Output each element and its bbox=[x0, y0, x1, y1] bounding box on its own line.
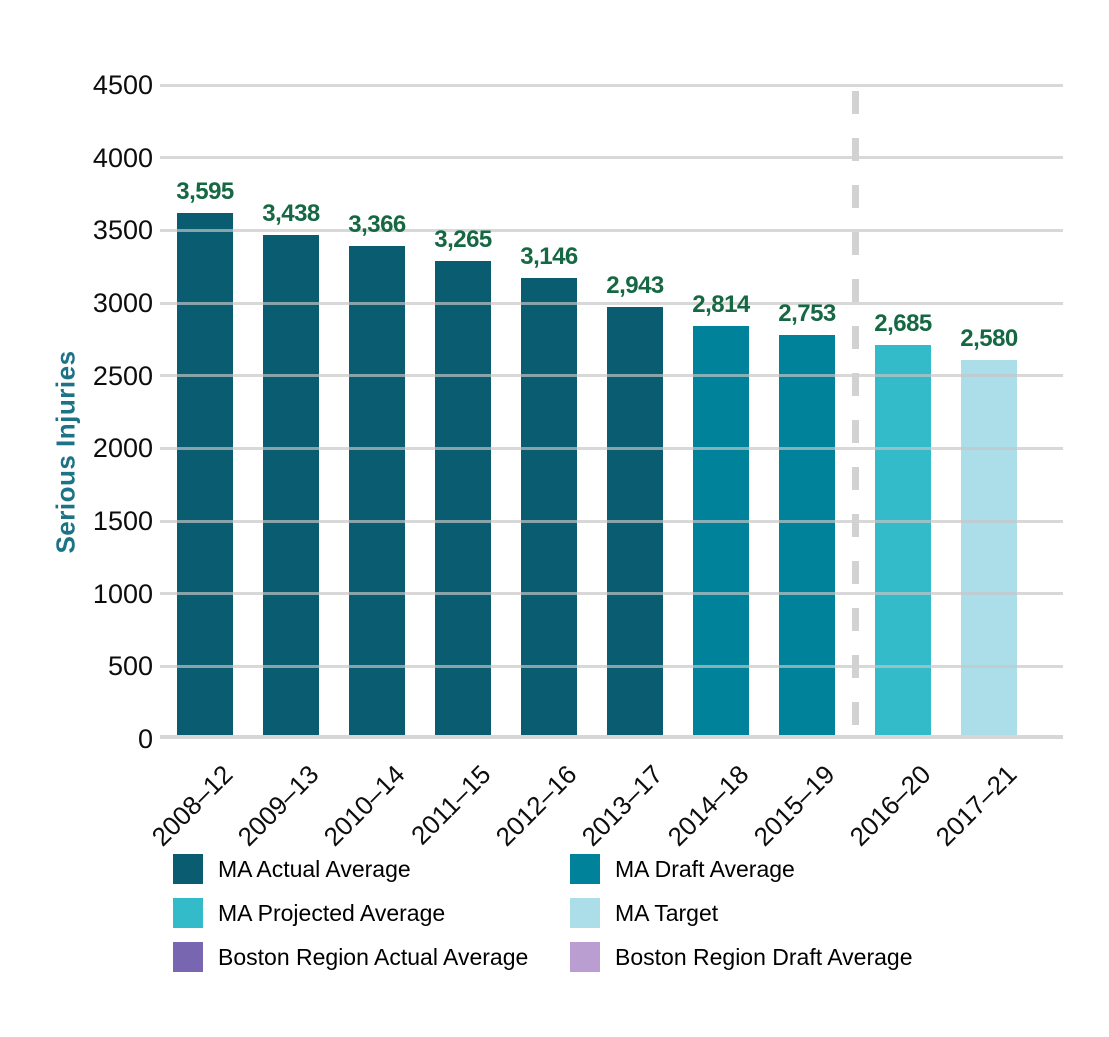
y-tick-label-2000: 2000 bbox=[92, 433, 153, 464]
gridline-1500 bbox=[160, 519, 1063, 523]
y-tick-label-4000: 4000 bbox=[92, 142, 153, 173]
value-label-2012–16: 3,146 bbox=[520, 242, 578, 270]
bar-2008–12 bbox=[177, 212, 233, 735]
value-label-2010–14: 3,366 bbox=[348, 210, 406, 238]
legend-item-boston-region-draft-average: Boston Region Draft Average bbox=[570, 942, 912, 972]
legend-label-boston-region-draft-average: Boston Region Draft Average bbox=[615, 943, 913, 970]
y-tick-label-0: 0 bbox=[137, 724, 153, 754]
y-tick-label-2500: 2500 bbox=[92, 360, 153, 391]
x-tick-label-2010–14: 2010–14 bbox=[317, 759, 411, 852]
x-axis-tick-labels: 2008–12 2009–13 2010–14 2011–15 2012–16 2013–… bbox=[145, 739, 1063, 854]
x-tick-label-2017–21: 2017–21 bbox=[929, 759, 1023, 852]
legend-item-ma-target: MA Target bbox=[570, 898, 912, 928]
value-label-2015–19: 2,753 bbox=[778, 299, 836, 327]
y-tick-label-500: 500 bbox=[107, 651, 153, 682]
gridline-1000 bbox=[160, 592, 1063, 596]
legend-swatch-ma-target bbox=[570, 898, 600, 928]
gridline-500 bbox=[160, 664, 1063, 668]
y-tick-label-4500: 4500 bbox=[92, 70, 153, 100]
legend-swatch-ma-projected-average bbox=[173, 898, 203, 928]
y-tick-label-1500: 1500 bbox=[92, 506, 153, 536]
gridline-3500 bbox=[160, 228, 1063, 232]
legend-item-ma-actual-average: MA Actual Average bbox=[173, 854, 570, 884]
plot-area: 3,595 3,438 3,366 3,265 3,146 2,943 2,814 2,753… bbox=[160, 83, 1063, 739]
gridline-2000 bbox=[160, 446, 1063, 450]
y-axis-tick-labels: 0 500 1000 1500 2000 2500 3000 3500 4000 4500 bbox=[40, 0, 153, 800]
x-tick-label-2016–20: 2016–20 bbox=[843, 759, 937, 852]
legend: MA Actual Average MA Draft Average MA Proj… bbox=[173, 854, 912, 972]
legend-item-ma-projected-average: MA Projected Average bbox=[173, 898, 570, 928]
bar-2010–14 bbox=[349, 245, 405, 735]
x-tick-label-2011–15: 2011–15 bbox=[404, 759, 497, 851]
projection-divider-dashed-line bbox=[851, 91, 859, 735]
value-label-2013–17: 2,943 bbox=[606, 272, 664, 300]
gridline-2500 bbox=[160, 374, 1063, 378]
x-tick-label-2013–17: 2013–17 bbox=[575, 759, 669, 852]
legend-swatch-boston-region-actual-average bbox=[173, 942, 203, 972]
legend-label-boston-region-actual-average: Boston Region Actual Average bbox=[218, 943, 529, 970]
x-tick-label-2015–19: 2015–19 bbox=[747, 759, 841, 852]
gridline-4500 bbox=[160, 83, 1063, 87]
value-label-2017–21: 2,580 bbox=[960, 325, 1018, 353]
bar-2016–20 bbox=[875, 344, 931, 735]
x-tick-label-2012–16: 2012–16 bbox=[489, 759, 583, 852]
legend-label-ma-projected-average: MA Projected Average bbox=[218, 899, 446, 926]
bar-2009–13 bbox=[263, 235, 319, 735]
bar-2011–15 bbox=[435, 260, 491, 735]
value-label-2009–13: 3,438 bbox=[262, 200, 320, 228]
value-label-2014–18: 2,814 bbox=[692, 291, 750, 319]
value-labels-layer: 3,595 3,438 3,366 3,265 3,146 2,943 2,814 2,753… bbox=[160, 85, 1063, 735]
bar-2012–16 bbox=[521, 277, 577, 735]
x-tick-label-2009–13: 2009–13 bbox=[231, 759, 325, 852]
legend-label-ma-actual-average: MA Actual Average bbox=[218, 855, 411, 882]
y-tick-label-3000: 3000 bbox=[92, 288, 153, 318]
gridline-4000 bbox=[160, 156, 1063, 160]
legend-swatch-boston-region-draft-average bbox=[570, 942, 600, 972]
legend-swatch-ma-draft-average bbox=[570, 854, 600, 884]
legend-item-boston-region-actual-average: Boston Region Actual Average bbox=[173, 942, 570, 972]
value-label-2016–20: 2,685 bbox=[874, 309, 932, 337]
bar-2015–19 bbox=[779, 334, 835, 735]
y-tick-label-3500: 3500 bbox=[92, 215, 153, 246]
value-label-2008–12: 3,595 bbox=[176, 177, 234, 205]
legend-swatch-ma-actual-average bbox=[173, 854, 203, 884]
value-label-2011–15: 3,265 bbox=[434, 225, 492, 253]
legend-item-ma-draft-average: MA Draft Average bbox=[570, 854, 912, 884]
x-tick-label-2008–12: 2008–12 bbox=[145, 759, 239, 852]
x-tick-label-2014–18: 2014–18 bbox=[661, 759, 755, 852]
gridline-3000 bbox=[160, 301, 1063, 305]
legend-label-ma-draft-average: MA Draft Average bbox=[615, 855, 795, 882]
bar-2017–21 bbox=[961, 360, 1017, 735]
gridlines-layer bbox=[160, 83, 1063, 735]
legend-label-ma-target: MA Target bbox=[615, 899, 719, 926]
y-tick-label-1000: 1000 bbox=[92, 578, 153, 609]
